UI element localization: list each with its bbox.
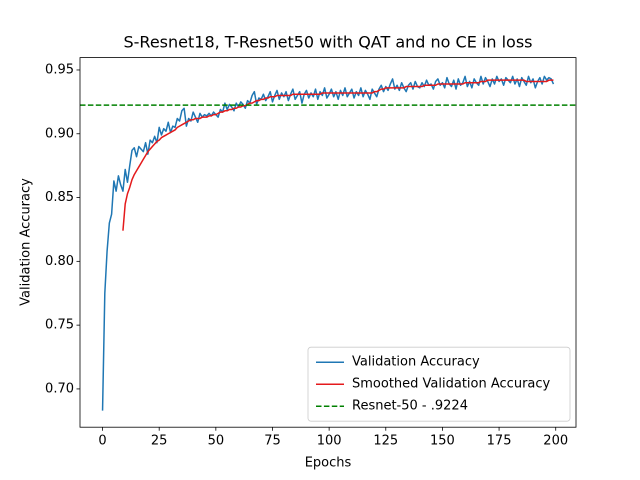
y-tick-label: 0.70	[45, 381, 74, 396]
x-tick-label: 150	[430, 434, 455, 449]
x-tick-label: 125	[373, 434, 398, 449]
y-axis-label: Validation Accuracy	[19, 178, 34, 306]
x-axis-label: Epochs	[305, 456, 352, 471]
legend-box	[307, 346, 571, 422]
chart-title: S-Resnet18, T-Resnet50 with QAT and no C…	[124, 33, 533, 52]
y-tick-label: 0.80	[45, 254, 74, 269]
legend-label: Resnet-50 - .9224	[352, 399, 468, 414]
x-tick-label: 200	[543, 434, 568, 449]
x-tick-label: 75	[264, 434, 281, 449]
x-tick-label: 100	[317, 434, 342, 449]
y-tick-label: 0.90	[45, 126, 74, 141]
y-tick-label: 0.95	[45, 62, 74, 77]
legend-label: Smoothed Validation Accuracy	[352, 377, 551, 392]
y-tick-label: 0.75	[45, 318, 74, 333]
x-tick-label: 50	[208, 434, 225, 449]
series-line	[101, 75, 555, 411]
x-tick-label: 175	[487, 434, 512, 449]
x-tick-label: 0	[98, 434, 106, 449]
series-line	[122, 79, 554, 231]
x-tick-label: 25	[151, 434, 168, 449]
legend-label: Validation Accuracy	[352, 355, 480, 370]
plot-frame	[79, 57, 577, 428]
y-tick-label: 0.85	[45, 190, 74, 205]
